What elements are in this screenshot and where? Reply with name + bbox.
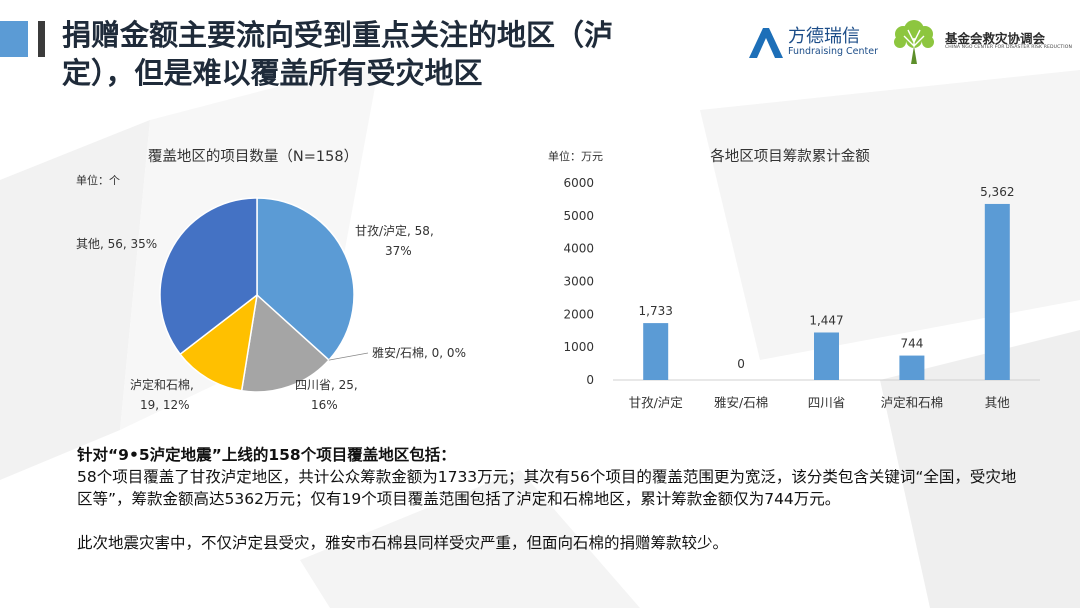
pie-chart-title: 覆盖地区的项目数量（N=158） [148,148,358,165]
pie-data-label: 16% [311,398,338,412]
bar-value-label: 1,447 [809,313,843,327]
pie-data-label: 甘孜/泸定, 58, [355,223,434,238]
summary-paragraph-1: 58个项目覆盖了甘孜泸定地区，共计公众筹款金额为1733万元；其次有56个项目的… [77,468,1017,508]
bar [643,323,669,380]
jijinhui-logo-sub: CHINA NGO CENTER FOR DISASTER RISK REDUC… [945,45,1073,50]
fangde-logo: 方德瑞信 Fundraising Center [745,20,885,64]
bar-y-tick-label: 4000 [563,242,594,256]
pie-data-label: 37% [385,244,412,258]
pie-data-label: 四川省, 25, [295,378,358,392]
bar [984,203,1010,380]
pie-data-label: 泸定和石棉, [130,377,194,392]
bar-value-label: 1,733 [639,304,673,318]
bar-chart: 各地区项目筹款累计金额 单位：万元 0 1000 2000 3000 4000 5000 6… [548,148,1040,410]
pie-data-label: 雅安/石棉, 0, 0% [372,345,466,360]
bar-value-label: 744 [900,337,923,351]
fangde-logo-name: 方德瑞信 [788,26,860,47]
bar-x-tick-label: 雅安/石棉 [714,395,768,410]
fangde-logo-mark-icon [749,28,783,58]
bar-x-tick-label: 四川省 [808,395,846,410]
bar-value-label: 0 [737,357,745,371]
bar [899,355,925,380]
pie-data-label: 19, 12% [140,398,190,412]
bar-x-tick-label: 泸定和石棉 [881,395,944,410]
bar-x-tick-label: 其他 [985,395,1011,410]
title-accent-stripe [38,21,45,57]
pie-chart-unit: 单位：个 [76,173,120,187]
title-accent-block [0,21,28,57]
bar-y-tick-label: 5000 [563,209,594,223]
bar-y-tick-label: 6000 [563,176,594,190]
summary-lead: 针对“9•5泸定地震”上线的158个项目覆盖地区包括： [77,446,456,464]
bar-y-tick-label: 0 [586,373,594,387]
page-title: 捐赠金额主要流向受到重点关注的地区（泸定），但是难以覆盖所有受灾地区 [62,18,614,90]
bar-y-tick-label: 1000 [563,340,594,354]
bar [814,332,839,380]
bar-x-tick-label: 甘孜/泸定 [629,395,683,410]
pie-slice [179,293,259,392]
bar-y-tick-label: 2000 [563,307,594,321]
pie-chart: 覆盖地区的项目数量（N=158） 单位：个 甘孜/泸定, 58, 37% 雅安/石棉… [76,148,466,412]
jijinhui-logo-name: 基金会救灾协调会 [945,31,1046,46]
fangde-logo-sub: Fundraising Center [788,46,879,57]
tree-logo-icon [894,20,934,64]
pie-slice [256,197,355,362]
bar-chart-title: 各地区项目筹款累计金额 [710,148,870,165]
pie-slice [240,293,330,393]
pie-leader-line [328,352,369,361]
pie-slice [159,197,258,356]
summary-text: 针对“9•5泸定地震”上线的158个项目覆盖地区包括： 58个项目覆盖了甘孜泸定… [77,444,1027,554]
bar-chart-unit: 单位：万元 [548,149,603,163]
pie-data-label: 其他, 56, 35% [76,237,157,251]
bar-y-tick-label: 3000 [563,275,594,289]
bar-value-label: 5,362 [980,185,1014,199]
summary-paragraph-2: 此次地震灾害中，不仅泸定县受灾，雅安市石棉县同样受灾严重，但面向石棉的捐赠筹款较… [77,534,729,552]
